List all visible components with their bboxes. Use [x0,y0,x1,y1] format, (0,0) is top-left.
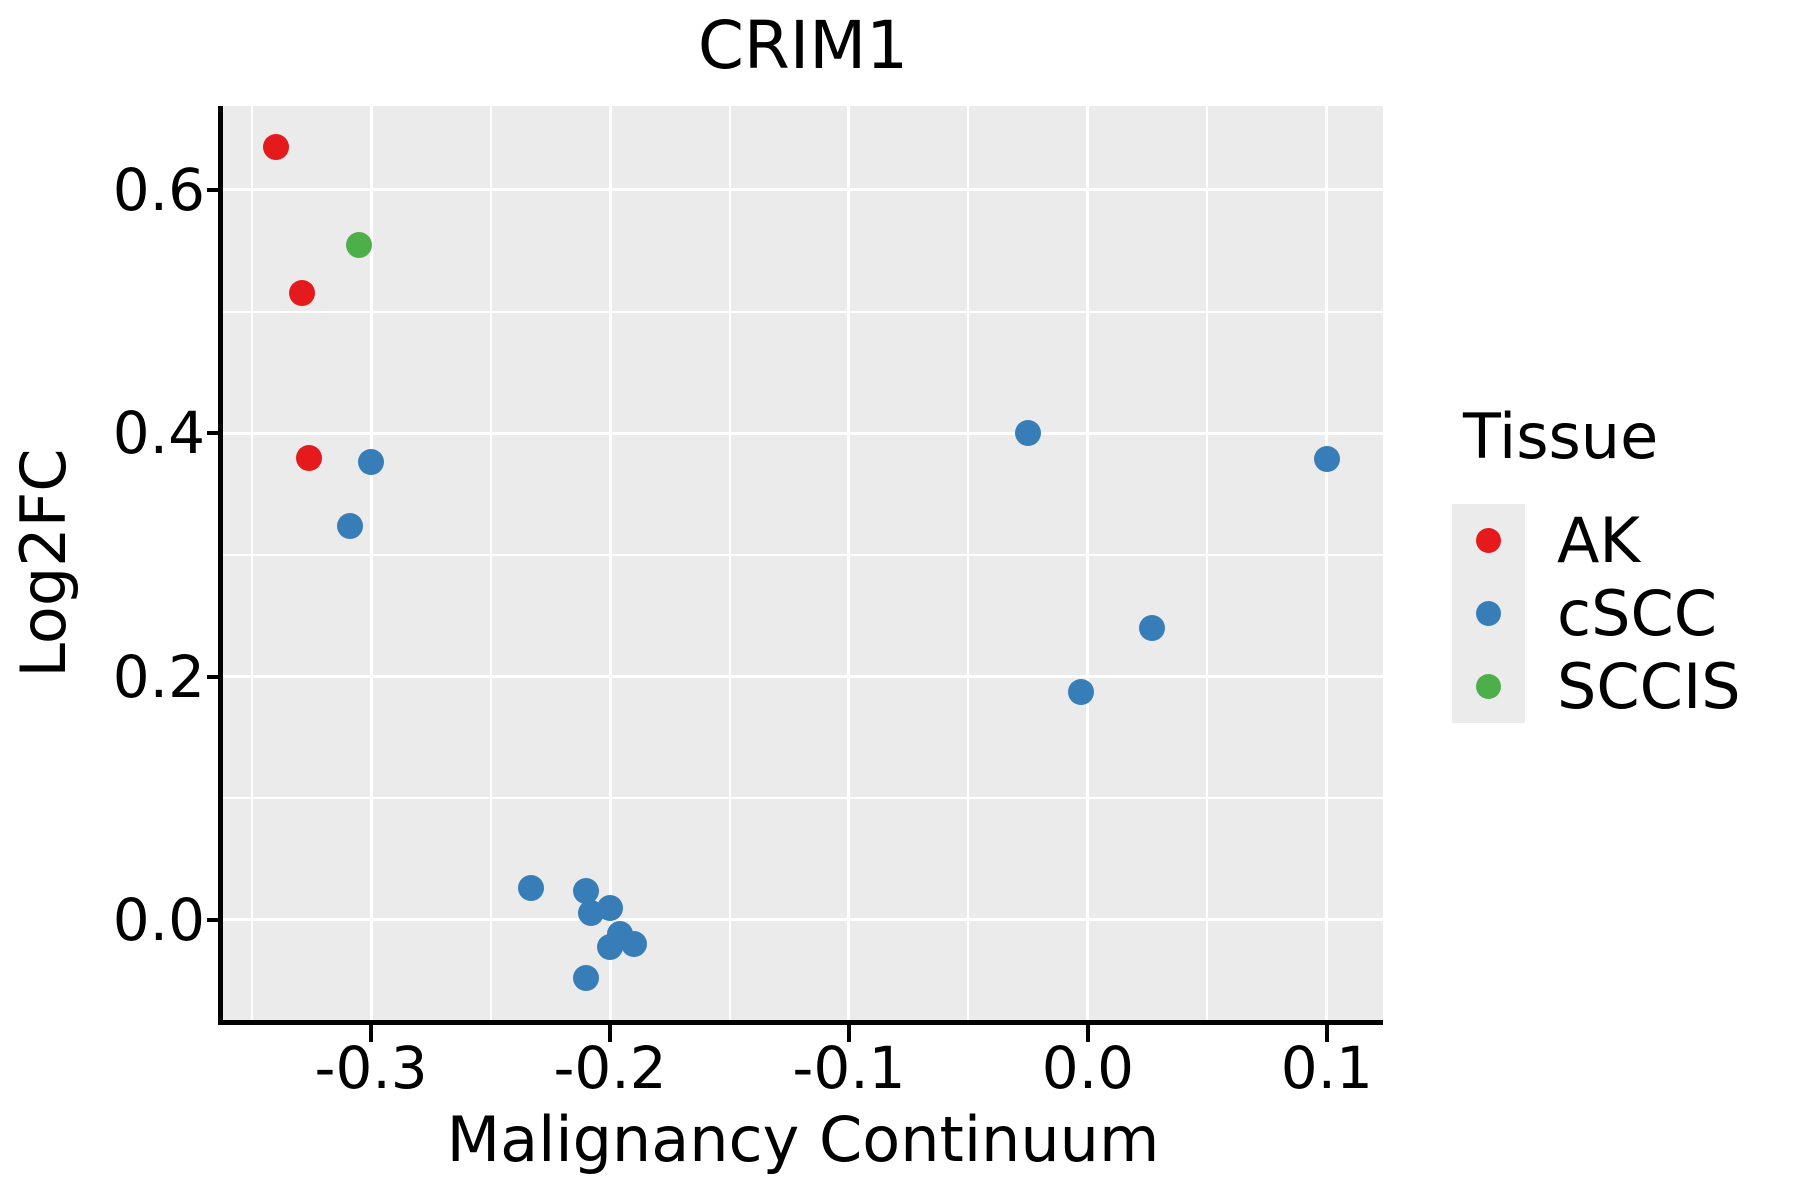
x-tick-mark [1324,1025,1329,1042]
legend-dot-SCCIS [1476,674,1501,699]
x-tick-label: 0.0 [1041,1034,1135,1102]
x-major-gridline [1325,106,1329,1020]
data-point-cSCC [597,894,624,921]
y-axis-spine [218,106,223,1025]
legend-key-box [1452,577,1525,650]
x-tick-mark [608,1025,613,1042]
x-tick-mark [1085,1025,1090,1042]
y-minor-gridline [223,310,1383,313]
data-point-AK [262,134,289,161]
y-tick-mark [207,431,223,436]
legend-label: cSCC [1557,577,1718,650]
chart-title: CRIM1 [697,7,909,84]
y-major-gridline [223,918,1383,922]
data-point-cSCC [597,933,624,960]
x-tick-label: -0.1 [792,1034,906,1102]
data-point-cSCC [573,877,600,904]
legend-label: SCCIS [1557,650,1741,723]
legend-dot-AK [1476,528,1501,553]
x-minor-gridline [1206,106,1209,1020]
x-axis-spine [218,1020,1383,1025]
x-tick-mark [846,1025,851,1042]
data-point-cSCC [1139,614,1166,641]
y-axis-label: Log2FC [7,448,80,678]
y-tick-label: 0.2 [112,642,205,711]
x-major-gridline [847,106,851,1020]
y-tick-mark [207,917,223,922]
x-major-gridline [369,106,373,1020]
y-minor-gridline [223,797,1383,800]
x-major-gridline [608,106,612,1020]
legend-keys: AK cSCC SCCIS [1452,504,1741,723]
data-point-SCCIS [346,231,373,258]
y-tick-mark [207,187,223,192]
x-tick-label: 0.1 [1280,1034,1373,1102]
y-major-gridline [223,431,1383,435]
legend-item-SCCIS: SCCIS [1452,650,1741,723]
x-major-gridline [1086,106,1090,1020]
legend-title: Tissue [1463,400,1659,473]
x-axis-label: Malignancy Continuum [446,1103,1160,1176]
data-point-cSCC [1015,420,1042,447]
data-point-AK [288,280,315,307]
x-minor-gridline [489,106,492,1020]
x-minor-gridline [967,106,970,1020]
x-minor-gridline [728,106,731,1020]
data-point-cSCC [336,512,363,539]
y-minor-gridline [223,553,1383,556]
x-tick-label: -0.3 [314,1034,428,1102]
data-point-cSCC [1067,679,1094,706]
data-point-cSCC [358,449,385,476]
legend-item-cSCC: cSCC [1452,577,1741,650]
plot-panel [223,106,1383,1020]
x-minor-gridline [250,106,253,1020]
x-tick-label: -0.2 [553,1034,667,1102]
data-point-cSCC [620,931,647,958]
data-point-AK [296,444,322,471]
x-tick-mark [369,1025,374,1042]
data-point-cSCC [1313,445,1340,472]
legend-item-AK: AK [1452,504,1741,577]
y-tick-label: 0.0 [112,885,205,954]
y-tick-mark [207,674,223,679]
data-point-cSCC [573,965,600,992]
legend-label: AK [1557,504,1641,577]
y-tick-label: 0.6 [112,155,205,224]
legend-dot-cSCC [1476,601,1501,626]
y-major-gridline [223,675,1383,679]
y-tick-label: 0.4 [112,399,205,468]
legend-key-box [1452,650,1525,723]
legend-key-box [1452,504,1525,577]
y-major-gridline [223,188,1383,192]
data-point-cSCC [518,875,545,902]
